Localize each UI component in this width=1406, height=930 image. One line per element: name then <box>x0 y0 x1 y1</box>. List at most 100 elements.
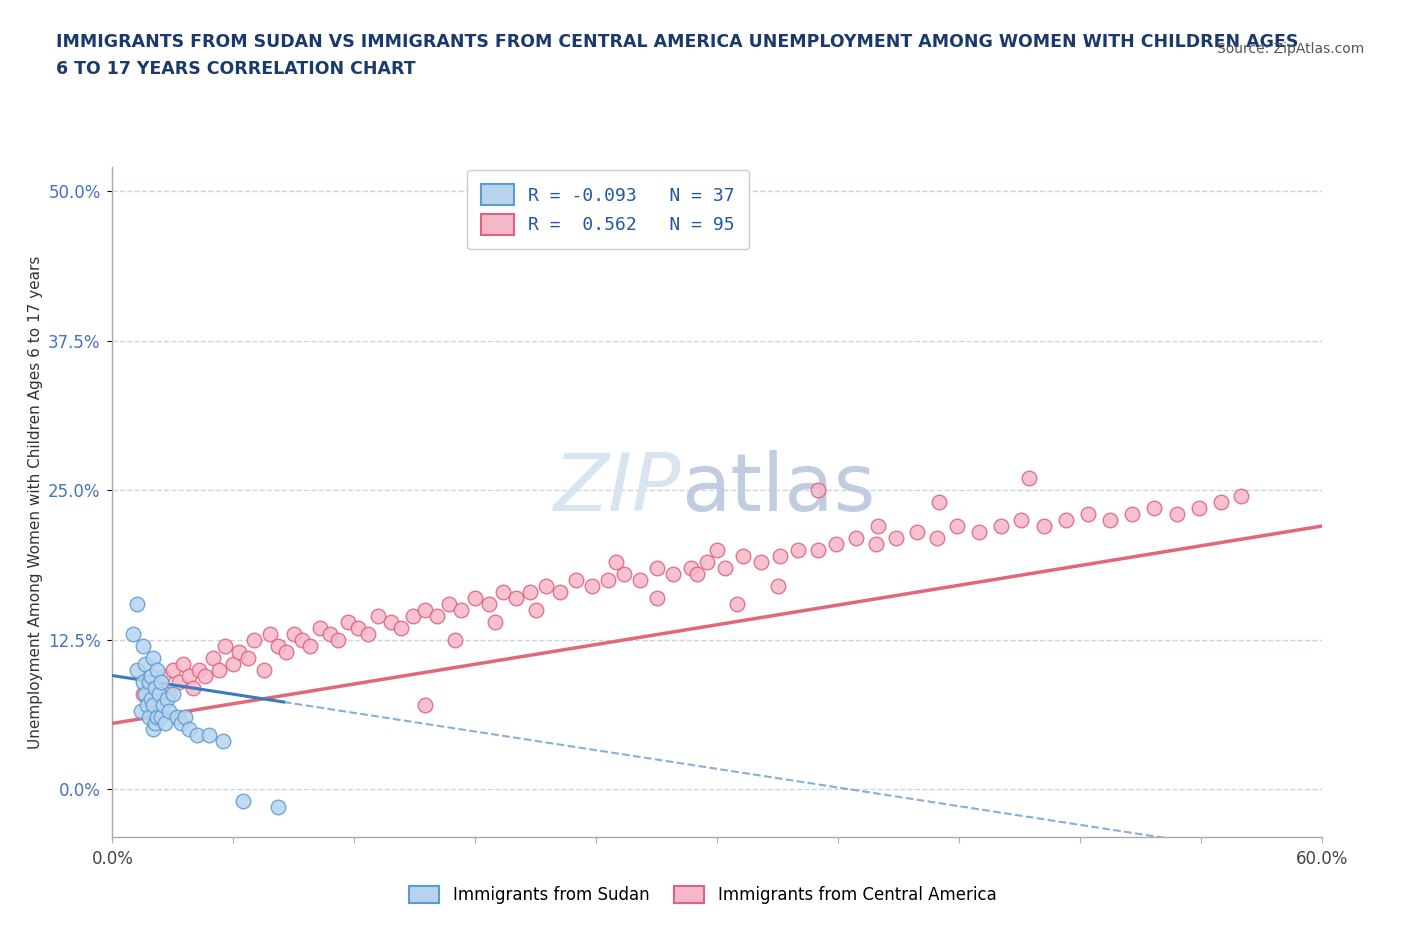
Point <box>581 578 603 593</box>
Point <box>1077 507 1099 522</box>
Point <box>319 626 342 641</box>
Point <box>139 668 162 683</box>
Point <box>565 573 588 588</box>
Point <box>751 554 773 569</box>
Point <box>845 531 868 546</box>
Point <box>202 650 225 665</box>
Point <box>1010 512 1032 527</box>
Point <box>259 626 281 641</box>
Point <box>1054 512 1077 527</box>
Point <box>132 686 155 701</box>
Point <box>413 698 436 713</box>
Point <box>519 584 541 599</box>
Point <box>925 531 948 546</box>
Point <box>267 638 290 653</box>
Point <box>134 686 156 701</box>
Point <box>733 549 755 564</box>
Point <box>198 728 221 743</box>
Point <box>132 674 155 689</box>
Point <box>134 657 156 671</box>
Text: 6 TO 17 YEARS CORRELATION CHART: 6 TO 17 YEARS CORRELATION CHART <box>56 60 416 78</box>
Point <box>686 566 709 581</box>
Text: atlas: atlas <box>681 450 875 528</box>
Point <box>143 680 166 695</box>
Point <box>714 561 737 576</box>
Point <box>138 710 160 724</box>
Point <box>309 620 332 635</box>
Point <box>142 722 165 737</box>
Point <box>142 698 165 713</box>
Text: Source: ZipAtlas.com: Source: ZipAtlas.com <box>1216 42 1364 56</box>
Point <box>132 638 155 653</box>
Point <box>613 566 636 581</box>
Point <box>139 692 162 707</box>
Point <box>768 549 790 564</box>
Point <box>413 603 436 618</box>
Text: ZIP: ZIP <box>554 450 681 528</box>
Point <box>177 668 200 683</box>
Point <box>149 710 172 724</box>
Point <box>645 591 668 605</box>
Point <box>380 615 402 630</box>
Point <box>444 632 467 647</box>
Point <box>865 537 887 551</box>
Point <box>121 626 143 641</box>
Point <box>167 674 190 689</box>
Point <box>534 578 557 593</box>
Point <box>152 698 174 713</box>
Point <box>645 561 668 576</box>
Point <box>242 632 264 647</box>
Point <box>138 674 160 689</box>
Point <box>1230 489 1253 504</box>
Point <box>367 608 389 623</box>
Point <box>990 519 1012 534</box>
Point <box>357 626 380 641</box>
Point <box>146 662 169 677</box>
Point <box>630 573 652 588</box>
Point <box>1166 507 1188 522</box>
Point <box>156 692 179 707</box>
Point <box>208 662 231 677</box>
Point <box>177 722 200 737</box>
Point <box>162 662 184 677</box>
Point <box>1188 500 1211 515</box>
Point <box>426 608 449 623</box>
Point <box>807 483 830 498</box>
Point <box>166 710 188 724</box>
Point <box>274 644 297 659</box>
Point <box>170 716 193 731</box>
Point <box>232 793 254 808</box>
Point <box>135 698 157 713</box>
Point <box>236 650 259 665</box>
Point <box>1032 519 1054 534</box>
Point <box>143 716 166 731</box>
Point <box>228 644 250 659</box>
Point <box>725 596 748 611</box>
Point <box>696 554 718 569</box>
Text: IMMIGRANTS FROM SUDAN VS IMMIGRANTS FROM CENTRAL AMERICA UNEMPLOYMENT AMONG WOME: IMMIGRANTS FROM SUDAN VS IMMIGRANTS FROM… <box>56 33 1299 50</box>
Point <box>478 596 501 611</box>
Text: Unemployment Among Women with Children Ages 6 to 17 years: Unemployment Among Women with Children A… <box>28 256 42 749</box>
Point <box>766 578 789 593</box>
Point <box>437 596 460 611</box>
Point <box>548 584 571 599</box>
Point <box>125 662 148 677</box>
Point <box>464 591 486 605</box>
Point <box>298 638 321 653</box>
Point <box>1143 500 1166 515</box>
Point <box>149 674 172 689</box>
Point <box>157 704 180 719</box>
Point <box>174 710 197 724</box>
Point <box>172 657 194 671</box>
Point <box>1098 512 1121 527</box>
Point <box>253 662 276 677</box>
Point <box>291 632 314 647</box>
Point <box>328 632 350 647</box>
Point <box>605 554 627 569</box>
Point <box>886 531 908 546</box>
Point <box>450 603 472 618</box>
Point <box>661 566 683 581</box>
Point <box>283 626 305 641</box>
Point <box>337 615 360 630</box>
Point <box>928 495 950 510</box>
